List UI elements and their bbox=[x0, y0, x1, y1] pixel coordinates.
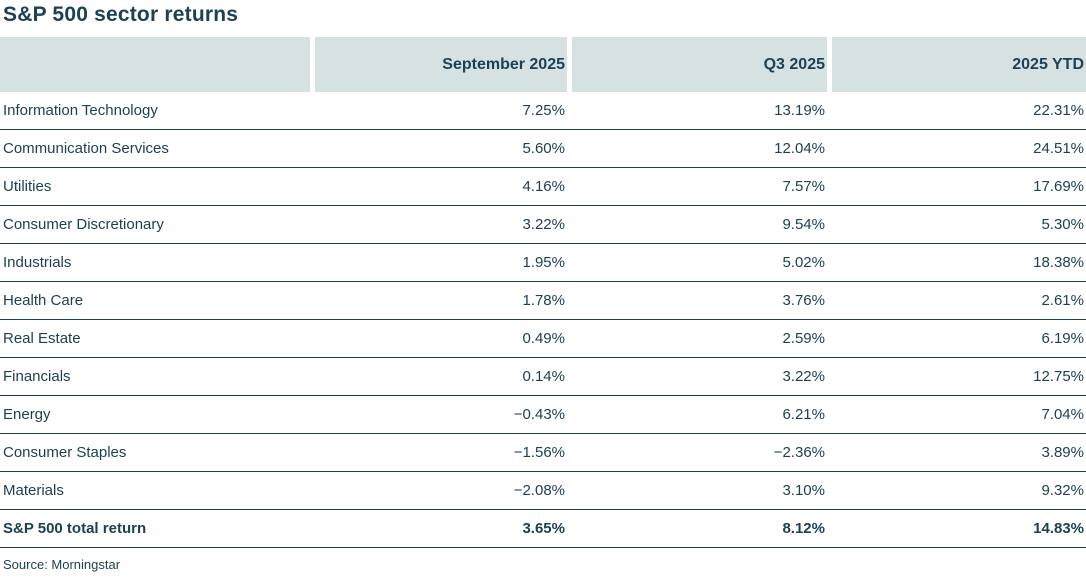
value-cell: −2.36% bbox=[773, 444, 825, 461]
header-cell-q3-2025: Q3 2025 bbox=[572, 37, 827, 92]
value-cell: 7.25% bbox=[522, 102, 565, 119]
sector-label: Health Care bbox=[3, 292, 84, 309]
header-cell-sector bbox=[0, 37, 310, 92]
value-cell: 1.78% bbox=[522, 292, 565, 309]
value-cell: 6.21% bbox=[782, 406, 825, 423]
sector-label: Information Technology bbox=[3, 102, 158, 119]
sector-label: Communication Services bbox=[3, 140, 169, 157]
table-row: Consumer Discretionary 3.22% 9.54% 5.30% bbox=[0, 206, 1086, 244]
table-row: Materials −2.08% 3.10% 9.32% bbox=[0, 472, 1086, 510]
value-cell: 18.38% bbox=[1033, 254, 1084, 271]
value-cell: 0.49% bbox=[522, 330, 565, 347]
sector-label: Industrials bbox=[3, 254, 72, 271]
value-cell: 3.76% bbox=[782, 292, 825, 309]
table-row: Financials 0.14% 3.22% 12.75% bbox=[0, 358, 1086, 396]
sector-label: Financials bbox=[3, 368, 71, 385]
value-cell: 7.57% bbox=[782, 178, 825, 195]
value-cell: 3.89% bbox=[1041, 444, 1084, 461]
sector-label: Consumer Staples bbox=[3, 444, 127, 461]
value-cell: −2.08% bbox=[513, 482, 565, 499]
table-header-row: September 2025 Q3 2025 2025 YTD bbox=[0, 37, 1086, 92]
table-row: Health Care 1.78% 3.76% 2.61% bbox=[0, 282, 1086, 320]
total-value-cell: 14.83% bbox=[1033, 520, 1084, 537]
total-value-cell: 3.65% bbox=[522, 520, 565, 537]
table-row: Communication Services 5.60% 12.04% 24.5… bbox=[0, 130, 1086, 168]
value-cell: 5.60% bbox=[522, 140, 565, 157]
total-label: S&P 500 total return bbox=[3, 520, 147, 537]
value-cell: 5.02% bbox=[782, 254, 825, 271]
value-cell: 12.75% bbox=[1033, 368, 1084, 385]
value-cell: 9.54% bbox=[782, 216, 825, 233]
value-cell: 3.10% bbox=[782, 482, 825, 499]
value-cell: 2.59% bbox=[782, 330, 825, 347]
value-cell: 9.32% bbox=[1041, 482, 1084, 499]
table-row: Information Technology 7.25% 13.19% 22.3… bbox=[0, 92, 1086, 130]
value-cell: 22.31% bbox=[1033, 102, 1084, 119]
table-body: Information Technology 7.25% 13.19% 22.3… bbox=[0, 92, 1086, 510]
value-cell: 4.16% bbox=[522, 178, 565, 195]
value-cell: 12.04% bbox=[774, 140, 825, 157]
sector-label: Real Estate bbox=[3, 330, 81, 347]
table-row: Utilities 4.16% 7.57% 17.69% bbox=[0, 168, 1086, 206]
sector-label: Utilities bbox=[3, 178, 52, 195]
table-row: Real Estate 0.49% 2.59% 6.19% bbox=[0, 320, 1086, 358]
table-row: Consumer Staples −1.56% −2.36% 3.89% bbox=[0, 434, 1086, 472]
header-cell-2025-ytd: 2025 YTD bbox=[832, 37, 1086, 92]
value-cell: 3.22% bbox=[522, 216, 565, 233]
value-cell: 24.51% bbox=[1033, 140, 1084, 157]
value-cell: −0.43% bbox=[513, 406, 565, 423]
value-cell: 2.61% bbox=[1041, 292, 1084, 309]
value-cell: 6.19% bbox=[1041, 330, 1084, 347]
table-row: Industrials 1.95% 5.02% 18.38% bbox=[0, 244, 1086, 282]
value-cell: −1.56% bbox=[513, 444, 565, 461]
value-cell: 17.69% bbox=[1033, 178, 1084, 195]
value-cell: 1.95% bbox=[522, 254, 565, 271]
total-row: S&P 500 total return 3.65% 8.12% 14.83% bbox=[0, 510, 1086, 548]
sector-label: Energy bbox=[3, 406, 51, 423]
value-cell: 13.19% bbox=[774, 102, 825, 119]
table-row: Energy −0.43% 6.21% 7.04% bbox=[0, 396, 1086, 434]
value-cell: 5.30% bbox=[1041, 216, 1084, 233]
sector-label: Consumer Discretionary bbox=[3, 216, 164, 233]
header-cell-september-2025: September 2025 bbox=[315, 37, 567, 92]
value-cell: 0.14% bbox=[522, 368, 565, 385]
sector-label: Materials bbox=[3, 482, 64, 499]
value-cell: 3.22% bbox=[782, 368, 825, 385]
page-title: S&P 500 sector returns bbox=[3, 3, 239, 26]
source-note: Source: Morningstar bbox=[3, 557, 121, 572]
value-cell: 7.04% bbox=[1041, 406, 1084, 423]
total-value-cell: 8.12% bbox=[782, 520, 825, 537]
